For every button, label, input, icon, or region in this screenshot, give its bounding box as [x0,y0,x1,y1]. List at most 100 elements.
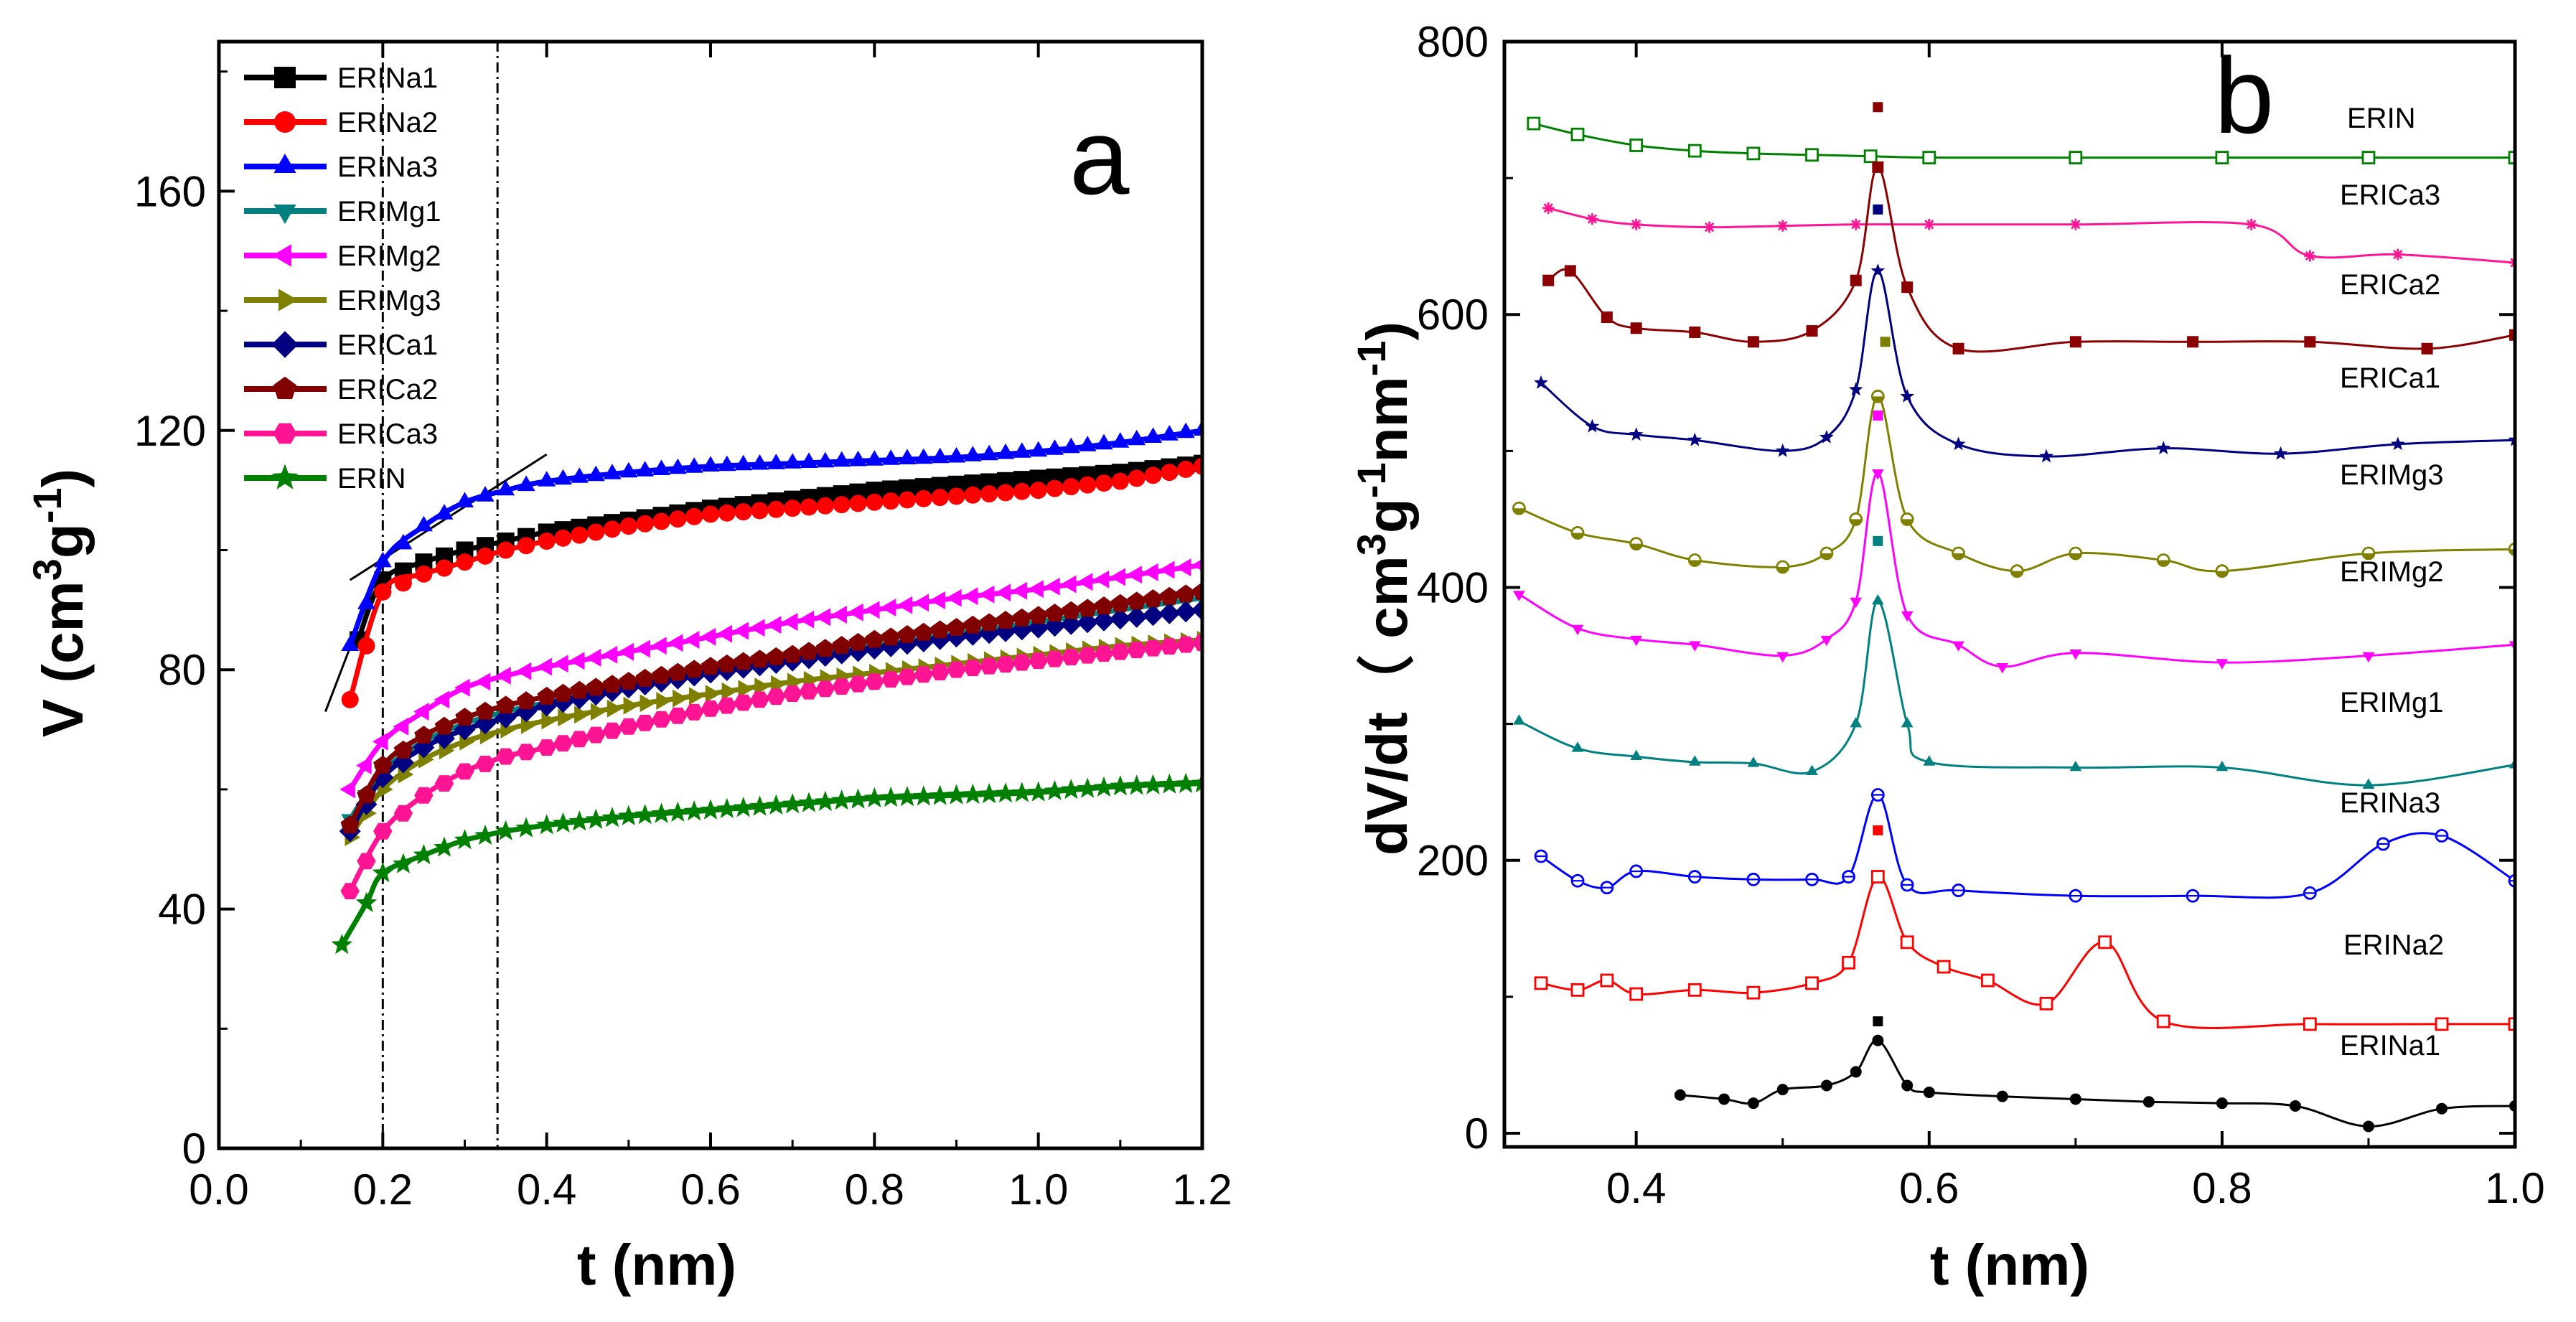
panel-a-point-erimg2 [1191,559,1202,571]
panel-a-point-erina3 [636,461,655,477]
panel-a-point-erica3 [516,744,536,761]
panel-a-point-erica2 [734,652,753,670]
panel-a-point-erica2 [865,629,884,648]
panel-a-point-erin [782,793,803,814]
panel-a-y-tick-label: 0 [182,1125,206,1173]
panel-a-point-erimg2 [474,672,491,691]
panel-b-point-erica1 [1900,388,1915,403]
panel-a-point-erica3 [496,748,515,765]
panel-a-point-erica3 [373,822,393,840]
panel-a-point-erina3 [1095,433,1113,450]
panel-b-series-group [1512,116,2515,1133]
panel-a-point-erica2 [475,701,495,720]
panel-a-point-erina2 [964,486,982,504]
panel-a-point-erina3 [570,467,589,483]
panel-a-point-erica3 [750,691,769,708]
panel-b-point-erimg3 [1849,512,1863,526]
panel-b-point-erica1 [1951,436,1966,451]
panel-b-point-erina1 [1747,1097,1759,1110]
panel-a-x-tick-label: 0.0 [189,1166,248,1214]
panel-a-point-erin [1011,782,1033,802]
panel-b-letter: b [2214,35,2274,156]
panel-a-point-erimg2 [1077,573,1093,591]
panel-b-point-erica2 [2187,336,2199,348]
panel-a-point-erina3 [1046,439,1064,455]
panel-b-point-erina3 [2303,886,2317,900]
panel-b-y-tick-label: 200 [1417,837,1489,885]
panel-a-point-erimg3 [738,680,754,698]
panel-b-point-erimg1 [2069,760,2082,772]
panel-a-point-erimg2 [913,594,929,612]
panel-b-point-erica2 [1689,326,1701,338]
panel-a-point-erina3 [865,450,884,466]
panel-a-point-erica2 [832,636,851,654]
panel-a-y-tick-label: 160 [134,167,206,215]
panel-a-point-erin [798,792,820,812]
panel-a-point-erica3 [1062,649,1081,666]
panel-a-legend-item-erimg1: ERIMg1 [244,196,441,228]
panel-b-curve-label-erica1: ERICa1 [2340,362,2440,394]
panel-b-point-erimg2 [1952,641,1964,652]
panel-a-point-erin [552,812,574,833]
panel-b-point-erimg2 [2362,652,2375,663]
panel-b-line-erimg2 [1518,472,2515,668]
panel-a-point-erina3 [980,444,998,461]
panel-a-legend-label: ERICa2 [337,374,438,405]
panel-b-point-erina2 [2435,1017,2449,1031]
panel-b-point-erina1 [2069,1093,2081,1105]
panel-a-point-erica3 [980,657,999,675]
panel-b-point-erimg2 [1571,624,1584,636]
panel-a-point-erin [1027,781,1049,802]
panel-b-y-tick-label: 400 [1417,563,1489,611]
panel-a-point-erina3 [1029,441,1048,457]
panel-a-point-erin [716,797,738,818]
panel-a-point-erica3 [914,666,933,683]
panel-b-point-erin [2508,151,2515,165]
panel-a-point-erica2 [783,644,802,663]
panel-b-point-erica1 [2156,441,2171,454]
panel-a-point-erica3 [434,775,454,792]
panel-b-point-erina1 [1820,1079,1832,1092]
panel-b-point-erimg1 [2216,760,2229,772]
panel-b-point-erina3 [2186,889,2200,903]
panel-a-point-erimg2 [765,616,782,634]
panel-a-point-erimg2 [1060,575,1077,594]
panel-b-point-erina2 [1980,973,1995,988]
panel-b-point-erina3 [2069,889,2083,903]
panel-a-series-erina2 [341,457,1202,708]
panel-a-point-erica3 [930,664,950,680]
panel-a-point-erina3 [931,447,950,464]
panel-a-legend-item-erina1: ERINa1 [244,62,438,94]
panel-b-point-erina2 [1805,976,1819,990]
panel-a-point-erina2 [849,494,867,512]
panel-a-point-erina3 [341,635,360,651]
panel-a-point-erina3 [881,449,900,465]
panel-b-point-erica2 [1630,322,1642,334]
panel-a-point-erimg2 [651,637,667,655]
panel-a-point-erica3 [1045,650,1064,667]
panel-b-series-erimg1 [1513,594,2515,789]
panel-a-point-erimg2 [1093,570,1110,589]
panel-a-point-erica3 [1094,645,1114,662]
panel-a-chart: 0.0 0.2 0.4 0.6 0.8 1.0 1.2 0 40 80 120 160 t (nm)… [24,39,1232,1297]
panel-a-point-erica3 [393,805,413,822]
panel-a-point-erina3 [701,456,720,472]
panel-b-point-erimg1 [1630,749,1642,760]
panel-a-point-erina3 [538,471,556,487]
panel-b-point-erica1 [1534,375,1548,389]
panel-a-plot-area [324,42,1202,1148]
panel-a-point-erin [634,804,656,825]
panel-b-point-erina2 [1629,987,1644,1001]
panel-b-point-erina2 [2098,935,2112,950]
panel-a-point-erimg2 [585,649,601,667]
panel-a-point-erimg2 [700,627,716,646]
panel-a-point-erica3 [1192,634,1202,652]
panel-a-point-erin [585,808,606,829]
panel-b-line-erica1 [1540,269,2515,458]
panel-a-point-erica1 [1142,604,1164,627]
panel-a-point-erin [945,784,968,805]
panel-a-point-erica3 [799,683,819,700]
panel-a-point-erica3 [475,756,495,772]
panel-a-point-erin [1158,773,1181,794]
panel-a-point-erina2 [980,485,998,503]
